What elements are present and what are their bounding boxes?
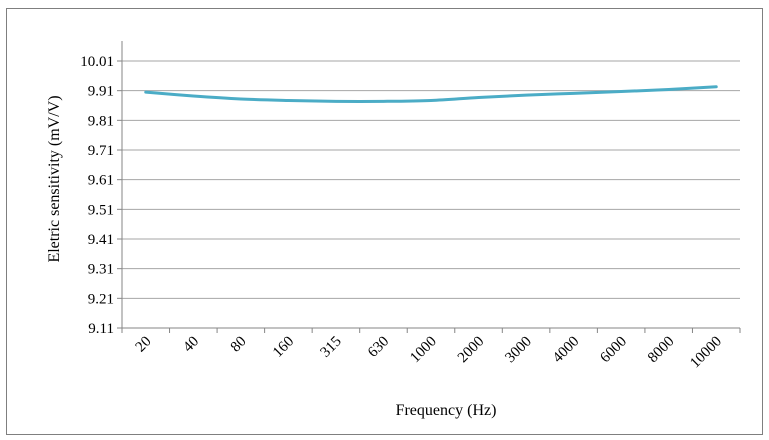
x-tick-label: 160	[270, 334, 297, 361]
y-tick-label: 9.61	[88, 173, 114, 189]
y-tick-labels: 9.11 9.21 9.31 9.41 9.51 9.61 9.71 9.81 9.91 10.0…	[80, 54, 114, 337]
x-tick-label: 80	[228, 334, 250, 356]
x-tick-label: 20	[133, 334, 155, 356]
x-axis-title: Frequency (Hz)	[396, 402, 497, 419]
line-chart: 9.11 9.21 9.31 9.41 9.51 9.61 9.71 9.81 9.91 10.0…	[46, 41, 741, 419]
y-axis-title: Eletric sensitivity (mV/V)	[46, 95, 63, 262]
x-tick-label: 2000	[455, 334, 488, 367]
x-tick-label: 10000	[687, 334, 725, 372]
x-tick-label: 1000	[407, 334, 440, 367]
y-tick-label: 9.71	[88, 143, 114, 159]
chart-frame: 9.11 9.21 9.31 9.41 9.51 9.61 9.71 9.81 9.91 10.0…	[6, 8, 763, 435]
x-tick-label: 3000	[502, 334, 535, 367]
x-tick-label: 6000	[597, 334, 630, 367]
y-tick-label: 10.01	[80, 54, 114, 70]
x-tick-label: 40	[180, 334, 202, 356]
y-tick-label: 9.51	[88, 202, 114, 218]
series-layer	[144, 85, 718, 103]
y-tick-label: 9.41	[88, 232, 114, 248]
y-tick-label: 9.11	[88, 321, 114, 337]
x-tick-label: 4000	[550, 334, 583, 367]
x-tick-label: 8000	[645, 334, 678, 367]
y-tick-label: 9.21	[88, 291, 114, 307]
x-tick-labels: 20 40 80 160 315 630 1000 2000 3000 4000 6000 8000 1…	[133, 334, 725, 372]
y-tick-label: 9.91	[88, 84, 114, 100]
y-tick-label: 9.31	[88, 262, 114, 278]
y-tick-label: 9.81	[88, 113, 114, 129]
x-tick-label: 630	[365, 334, 392, 361]
gridlines	[122, 60, 740, 299]
x-tick-label: 315	[318, 334, 345, 361]
axes	[117, 41, 741, 333]
series-line-0	[144, 85, 718, 103]
